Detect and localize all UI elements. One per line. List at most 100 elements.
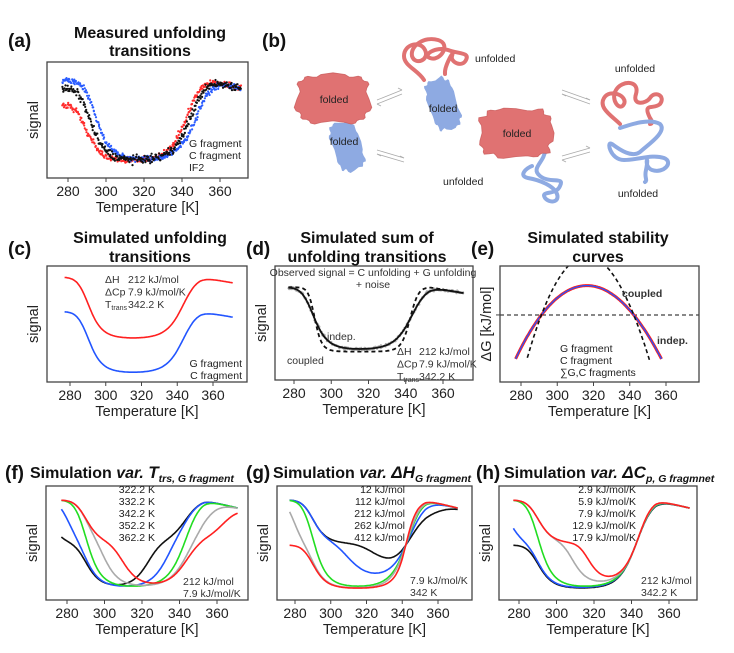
data-point [167, 147, 170, 150]
c-fragment-unfolded-chain [607, 119, 671, 184]
panel-f: (f) Simulation var. Ttrs, G fragment 280 30… [5, 463, 249, 638]
data-point [113, 159, 116, 162]
panel-title: Simulated unfolding [73, 230, 227, 247]
data-point [68, 78, 71, 81]
data-point [127, 157, 130, 160]
param-symbol: ΔCp [397, 359, 418, 371]
equilibrium-arrow-icon [376, 149, 405, 163]
data-point [201, 87, 204, 90]
c-fragment-folded-blob [328, 118, 366, 174]
title-var: var. [590, 465, 622, 482]
param-symbol-text: ΔCp [105, 287, 126, 299]
data-point [180, 128, 183, 131]
data-point [73, 78, 76, 81]
param-symbol: Ttrans [105, 299, 127, 312]
x-tick-label: 360 [657, 605, 681, 621]
legend-entry: 17.9 kJ/mol/K [572, 532, 636, 544]
data-point [111, 152, 115, 156]
data-point [232, 86, 235, 89]
arrowhead [585, 97, 591, 101]
data-point [210, 91, 213, 94]
legend-entry: C fragment [189, 150, 241, 162]
g-fragment-folded-blob [478, 107, 555, 159]
c-fragment-unfolded-chain [521, 148, 563, 204]
diagram-label: unfolded [475, 53, 515, 65]
param-value: 212 kJ/mol [128, 274, 179, 286]
g-fragment-unfolded-chain [600, 81, 664, 126]
data-point [100, 152, 104, 155]
data-point [186, 125, 189, 128]
plot-header: Observed signal = C unfolding + G unfold… [270, 267, 477, 279]
series-line--g-c-fragments [526, 266, 651, 362]
data-point [158, 152, 161, 155]
data-point [187, 123, 190, 126]
data-point [177, 130, 180, 133]
curve-label: coupled [287, 355, 324, 367]
data-point [85, 131, 88, 134]
param-value: 7.9 kJ/mol/K [183, 588, 241, 600]
panel-label: (c) [8, 239, 31, 260]
panel-label: (h) [476, 463, 500, 484]
data-point [132, 154, 135, 157]
x-tick-label: 340 [618, 387, 642, 403]
data-point [155, 153, 158, 156]
series-line-362-2-k [61, 499, 238, 584]
param-value: 212 kJ/mol [183, 576, 234, 588]
x-tick-label: 320 [355, 605, 379, 621]
data-point [78, 94, 81, 97]
data-point [203, 97, 206, 100]
param-value: 342.2 K [419, 371, 455, 383]
data-point [74, 79, 77, 83]
data-point [78, 113, 81, 116]
data-point [118, 158, 121, 162]
panel-label: (d) [246, 239, 270, 260]
data-point [159, 159, 162, 162]
legend-entry: G fragment [189, 358, 242, 370]
legend-entry: G fragment [189, 138, 242, 150]
legend-entry: 362.2 K [119, 532, 155, 544]
x-tick-label: 340 [168, 605, 192, 621]
data-point [113, 150, 116, 153]
data-point [98, 126, 101, 130]
title-symbol: ΔH [390, 463, 415, 482]
data-point [192, 113, 195, 116]
data-point [96, 132, 99, 135]
param-value: 342.2 K [128, 299, 164, 311]
x-tick-label: 280 [56, 183, 80, 199]
data-point [111, 148, 114, 151]
x-tick-label: 320 [357, 385, 381, 401]
data-point [93, 131, 96, 134]
data-point [193, 123, 196, 126]
data-point [181, 125, 184, 128]
data-point [85, 128, 88, 131]
c-fragment-folded-blob [424, 75, 463, 132]
data-point [72, 88, 75, 91]
data-point [129, 156, 132, 159]
data-point [92, 106, 95, 109]
data-point [66, 84, 69, 87]
g-fragment-folded-blob [293, 72, 373, 125]
data-point [182, 124, 186, 127]
plot-area [61, 77, 243, 167]
data-point [83, 124, 86, 127]
data-point [64, 104, 67, 107]
data-point [75, 107, 78, 110]
param-symbol: ΔH [105, 274, 120, 286]
title-symbol: ΔC [621, 463, 646, 482]
x-axis-label: Temperature [K] [95, 404, 198, 420]
x-axis-label: Temperature [K] [323, 622, 426, 638]
data-point [79, 82, 82, 85]
data-point [189, 109, 192, 112]
data-point [178, 140, 181, 143]
data-point [189, 115, 192, 118]
equilibrium-arrow-icon [376, 87, 403, 107]
panel-title: curves [572, 249, 624, 266]
data-point [94, 116, 98, 119]
data-point [197, 110, 200, 113]
data-point [221, 86, 225, 89]
title-subscript: p, G fragmnet [645, 473, 715, 485]
data-point [180, 133, 183, 136]
data-point [102, 133, 105, 136]
panel-title: Simulation var. ΔHG fragment [273, 463, 471, 485]
x-axis-label: Temperature [K] [95, 622, 198, 638]
